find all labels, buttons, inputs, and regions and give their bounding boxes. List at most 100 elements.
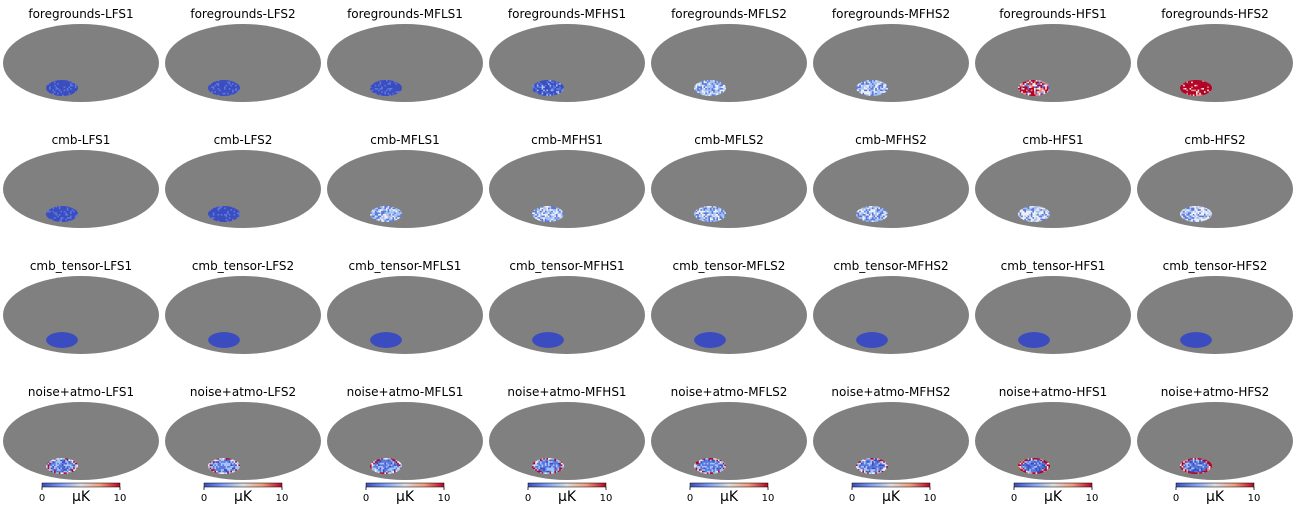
colorbar-min-label: 0: [525, 493, 531, 504]
map-panel: cmb-LFS2: [162, 126, 324, 252]
sky-ellipse: [1137, 24, 1293, 102]
observed-patch: [208, 80, 240, 96]
panel-title: noise+atmo-HFS1: [998, 385, 1108, 399]
sky-map: [1137, 276, 1293, 354]
colorbar-max-label: 10: [1086, 493, 1099, 504]
panel-title: cmb_tensor-MFHS1: [509, 259, 625, 273]
observed-patch: [370, 458, 402, 474]
map-panel: noise+atmo-MFHS2: [810, 378, 972, 504]
sky-map: [651, 402, 807, 480]
sky-map: [1137, 402, 1293, 480]
colorbar-max-label: 10: [276, 493, 289, 504]
observed-patch: [532, 206, 564, 222]
panel-title: noise+atmo-MFLS1: [346, 385, 464, 399]
map-panel: noise+atmo-MFHS1: [486, 378, 648, 504]
sky-map: [1137, 150, 1293, 228]
sky-ellipse: [651, 402, 807, 480]
colorbar-min-label: 0: [39, 493, 45, 504]
sky-ellipse: [3, 402, 159, 480]
colorbar-gradient: [41, 482, 121, 488]
map-panel: cmb-MFLS2: [648, 126, 810, 252]
colorbar-min-label: 0: [201, 493, 207, 504]
map-panel: foregrounds-MFLS2: [648, 0, 810, 126]
colorbar: 0 10 μK: [849, 482, 936, 505]
colorbar: 0 10 μK: [363, 482, 450, 505]
sky-ellipse: [1137, 402, 1293, 480]
panel-title: noise+atmo-LFS1: [27, 385, 135, 399]
map-panel: cmb-LFS1: [0, 126, 162, 252]
panel-title: cmb_tensor-MFHS2: [833, 259, 949, 273]
colorbar: 0 10 μK: [201, 482, 289, 505]
panel-title: cmb-MFHS1: [531, 133, 603, 147]
colorbar-min-label: 0: [363, 493, 369, 504]
panel-title: cmb-MFHS2: [855, 133, 927, 147]
panel-title: cmb_tensor-MFLS1: [348, 259, 462, 273]
map-panel: noise+atmo-MFLS2: [648, 378, 810, 504]
sky-map: [1137, 24, 1293, 102]
observed-patch: [694, 458, 726, 474]
panel-title: cmb_tensor-HFS2: [1162, 259, 1268, 273]
sky-ellipse: [489, 402, 645, 480]
map-panel: cmb-MFHS1: [486, 126, 648, 252]
colorbar-min-label: 0: [1011, 493, 1017, 504]
observed-patch: [856, 458, 888, 474]
observed-patch: [208, 332, 240, 348]
sky-map: [813, 150, 969, 228]
sky-map: [975, 402, 1131, 480]
sky-ellipse: [489, 150, 645, 228]
map-panel: noise+atmo-LFS2: [162, 378, 324, 504]
observed-patch: [1018, 332, 1050, 348]
colorbar: 0 10 μK: [687, 482, 775, 505]
panel-title: foregrounds-MFHS1: [507, 7, 627, 21]
colorbar-min-label: 0: [687, 493, 693, 504]
sky-ellipse: [975, 402, 1131, 480]
sky-map: [3, 150, 159, 228]
observed-patch: [370, 206, 402, 222]
sky-ellipse: [813, 150, 969, 228]
colorbar: 0 10 μK: [1173, 482, 1260, 505]
observed-patch: [532, 458, 564, 474]
sky-ellipse: [327, 276, 483, 354]
observed-patch: [532, 332, 564, 348]
panel-title: cmb_tensor-HFS1: [1000, 259, 1106, 273]
sky-map: [3, 24, 159, 102]
observed-patch: [694, 80, 726, 96]
colorbar-max-label: 10: [762, 493, 775, 504]
sky-ellipse: [651, 150, 807, 228]
sky-ellipse: [3, 150, 159, 228]
observed-patch: [1018, 80, 1050, 96]
sky-ellipse: [327, 24, 483, 102]
observed-patch: [46, 332, 78, 348]
observed-patch: [1180, 80, 1212, 96]
map-panel: foregrounds-MFHS2: [810, 0, 972, 126]
sky-map: [813, 24, 969, 102]
colorbar: 0 10 μK: [1011, 482, 1099, 505]
observed-patch: [532, 80, 564, 96]
map-panel: cmb_tensor-LFS2: [162, 252, 324, 378]
observed-patch: [694, 206, 726, 222]
panel-title: cmb_tensor-MFLS2: [672, 259, 786, 273]
panel-title: cmb_tensor-LFS2: [191, 259, 295, 273]
observed-patch: [856, 80, 888, 96]
sky-map: [165, 150, 321, 228]
colorbar-max-label: 10: [600, 493, 613, 504]
sky-ellipse: [813, 276, 969, 354]
sky-ellipse: [327, 150, 483, 228]
observed-patch: [856, 206, 888, 222]
sky-map: [489, 150, 645, 228]
sky-map: [489, 276, 645, 354]
map-panel: noise+atmo-LFS1: [0, 378, 162, 504]
observed-patch: [46, 80, 78, 96]
observed-patch: [208, 206, 240, 222]
panel-title: cmb-HFS1: [1022, 133, 1084, 147]
sky-map: [651, 24, 807, 102]
observed-patch: [694, 332, 726, 348]
sky-ellipse: [1137, 150, 1293, 228]
colorbar-min-label: 0: [849, 493, 855, 504]
panel-title: foregrounds-MFHS2: [831, 7, 951, 21]
sky-ellipse: [975, 276, 1131, 354]
colorbar-gradient: [1175, 482, 1255, 488]
panel-title: cmb_tensor-LFS1: [29, 259, 133, 273]
sky-map: [651, 276, 807, 354]
sky-ellipse: [489, 24, 645, 102]
